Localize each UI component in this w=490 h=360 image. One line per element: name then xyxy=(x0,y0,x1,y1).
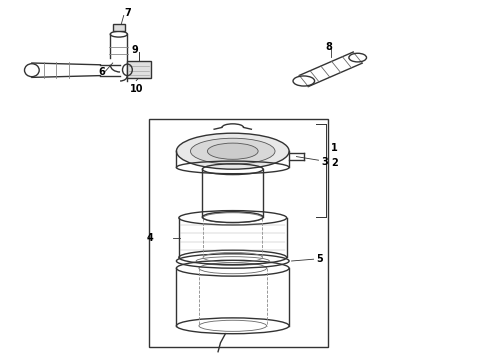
Text: 2: 2 xyxy=(331,158,338,168)
Text: 3: 3 xyxy=(321,157,328,167)
Ellipse shape xyxy=(207,143,258,159)
Text: 1: 1 xyxy=(331,143,338,153)
Ellipse shape xyxy=(191,138,275,164)
Bar xyxy=(149,119,328,347)
Text: 7: 7 xyxy=(124,8,131,18)
Text: 4: 4 xyxy=(147,233,154,243)
Text: 9: 9 xyxy=(132,45,139,55)
Bar xyxy=(127,61,151,78)
Text: 5: 5 xyxy=(316,254,323,264)
Text: 6: 6 xyxy=(98,67,105,77)
Text: 8: 8 xyxy=(326,42,333,52)
Bar xyxy=(113,24,124,31)
Text: 10: 10 xyxy=(130,84,144,94)
Ellipse shape xyxy=(176,133,289,169)
